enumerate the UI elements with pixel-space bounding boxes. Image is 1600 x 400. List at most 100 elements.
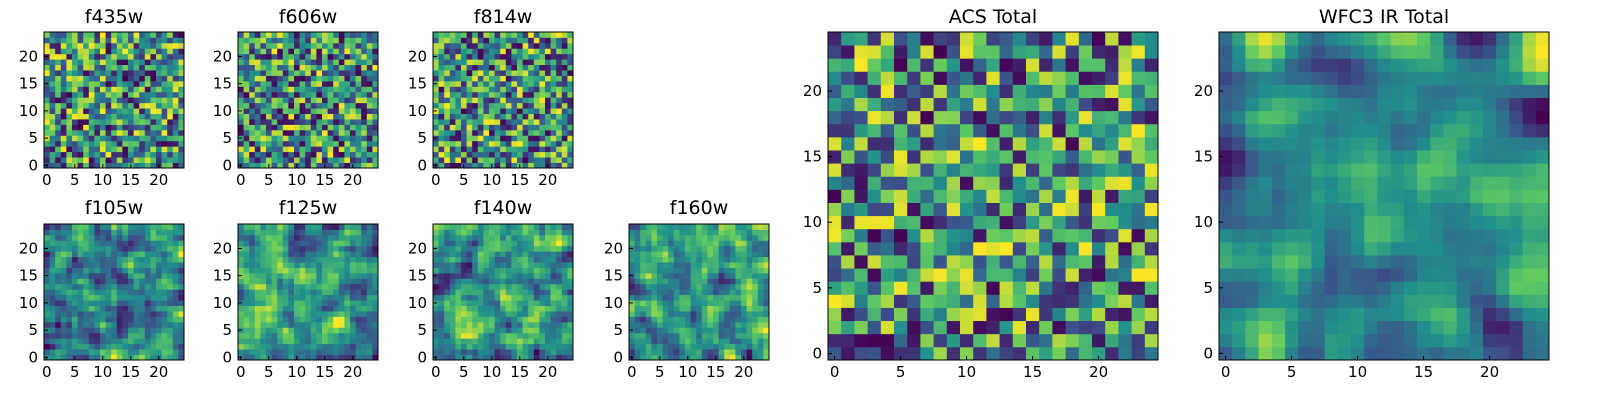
heatmap-cell — [105, 240, 112, 247]
heatmap-cell — [305, 42, 312, 49]
heatmap-cell — [472, 119, 479, 125]
heatmap-cell — [111, 53, 118, 60]
heatmap-cell — [122, 70, 129, 76]
heatmap-cell — [946, 255, 961, 269]
heatmap-cell — [372, 135, 379, 142]
x-tick-label: 5 — [264, 363, 274, 381]
heatmap-cell — [266, 289, 272, 296]
heatmap-cell — [567, 240, 574, 247]
heatmap-cell — [533, 343, 540, 350]
heatmap-cell — [271, 151, 278, 158]
heatmap-cell — [100, 267, 106, 274]
heatmap-cell — [361, 234, 368, 241]
heatmap-cell — [449, 343, 456, 350]
heatmap-cell — [500, 294, 507, 301]
heatmap-cell — [316, 48, 323, 55]
heatmap-cell — [277, 240, 284, 247]
heatmap-cell — [243, 338, 250, 345]
heatmap-cell — [260, 42, 267, 49]
heatmap-cell — [735, 262, 742, 268]
heatmap-cell — [344, 119, 351, 125]
heatmap-cell — [156, 146, 162, 153]
heatmap-cell — [539, 251, 546, 258]
heatmap-cell — [433, 75, 439, 82]
heatmap-cell — [1012, 202, 1027, 217]
heatmap-cell — [946, 202, 961, 217]
heatmap-cell — [494, 300, 501, 306]
heatmap-cell — [472, 224, 479, 230]
heatmap-cell — [828, 189, 842, 203]
heatmap-cell — [438, 97, 445, 104]
heatmap-cell — [438, 316, 445, 323]
heatmap-cell — [338, 146, 345, 153]
heatmap-cell — [472, 91, 479, 98]
heatmap-cell — [1052, 150, 1066, 164]
heatmap-cell — [1105, 163, 1119, 177]
heatmap-cell — [528, 80, 535, 87]
heatmap-cell — [880, 202, 895, 217]
heatmap-cell — [361, 32, 368, 38]
heatmap-cell — [355, 124, 362, 131]
heatmap-cell — [44, 124, 50, 131]
heatmap-cell — [372, 316, 379, 323]
heatmap-cell — [567, 289, 574, 296]
heatmap-cell — [361, 48, 368, 55]
heatmap-cell — [372, 64, 379, 71]
heatmap-cell — [288, 157, 295, 163]
heatmap-cell — [444, 305, 451, 312]
heatmap-cell — [449, 91, 456, 98]
heatmap-cell — [167, 240, 174, 247]
heatmap-cell — [294, 86, 300, 93]
heatmap-cell — [1144, 268, 1159, 282]
heatmap-cell — [556, 343, 563, 350]
heatmap-cell — [271, 327, 278, 334]
heatmap-cell — [294, 91, 300, 98]
heatmap-cell — [305, 300, 312, 306]
heatmap-cell — [144, 224, 151, 230]
heatmap-cell — [556, 75, 563, 82]
heatmap-cell — [489, 332, 495, 339]
heatmap-cell — [1118, 136, 1132, 151]
heatmap-cell — [545, 97, 551, 104]
heatmap-cell — [305, 256, 312, 263]
heatmap-cell — [433, 151, 439, 158]
heatmap-cell — [477, 151, 484, 158]
heatmap-cell — [288, 113, 295, 120]
heatmap-cell — [277, 86, 284, 93]
heatmap-cell — [100, 135, 106, 142]
heatmap-cell — [305, 245, 312, 252]
heatmap-cell — [550, 294, 557, 301]
heatmap-cell — [550, 129, 557, 136]
heatmap-cell — [327, 97, 334, 104]
heatmap-cell — [828, 346, 842, 361]
heatmap-cell — [752, 256, 759, 263]
heatmap-cell — [735, 300, 742, 306]
heatmap-cell — [128, 75, 134, 82]
heatmap-cell — [327, 129, 334, 136]
heatmap-cell — [105, 59, 112, 66]
heatmap-cell — [249, 151, 256, 158]
heatmap-cell — [657, 245, 663, 252]
heatmap-cell — [350, 32, 356, 38]
heatmap-cell — [271, 162, 278, 169]
heatmap-cell — [735, 278, 742, 285]
heatmap-cell — [316, 97, 323, 104]
heatmap-cell — [999, 320, 1014, 335]
heatmap-cell — [505, 53, 512, 60]
heatmap-cell — [438, 135, 445, 142]
heatmap-cell — [144, 289, 151, 296]
heatmap-cell — [288, 300, 295, 306]
heatmap-cell — [517, 316, 523, 323]
heatmap-cell — [455, 48, 462, 55]
heatmap-cell — [288, 59, 295, 66]
heatmap-cell — [111, 338, 118, 345]
heatmap-cell — [178, 124, 185, 131]
heatmap-cell — [907, 255, 921, 269]
heatmap-cell — [161, 229, 168, 236]
heatmap-cell — [466, 289, 473, 296]
heatmap-cell — [500, 354, 507, 361]
heatmap-cell — [122, 294, 129, 301]
heatmap-cell — [172, 48, 179, 55]
heatmap-cell — [707, 311, 714, 317]
heatmap-cell — [294, 245, 300, 252]
